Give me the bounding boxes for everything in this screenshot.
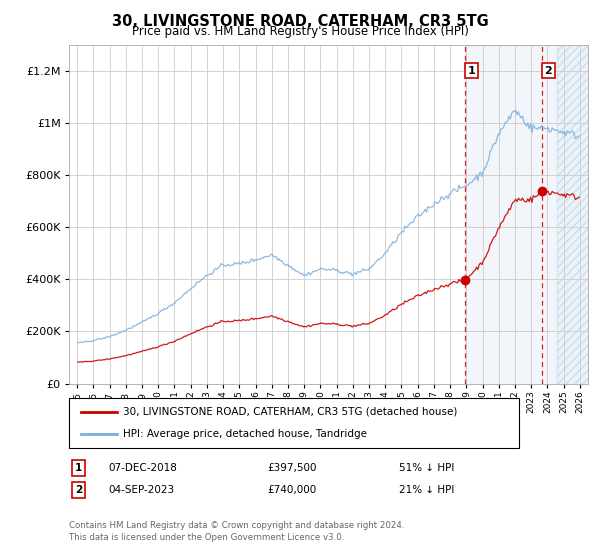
Text: 30, LIVINGSTONE ROAD, CATERHAM, CR3 5TG: 30, LIVINGSTONE ROAD, CATERHAM, CR3 5TG — [112, 14, 488, 29]
Bar — [465, 45, 557, 384]
Text: HPI: Average price, detached house, Tandridge: HPI: Average price, detached house, Tand… — [123, 429, 367, 439]
Text: 07-DEC-2018: 07-DEC-2018 — [108, 463, 177, 473]
Text: 2: 2 — [75, 485, 82, 495]
Text: £397,500: £397,500 — [267, 463, 317, 473]
Text: 1: 1 — [467, 66, 475, 76]
Text: Price paid vs. HM Land Registry's House Price Index (HPI): Price paid vs. HM Land Registry's House … — [131, 25, 469, 38]
Bar — [557, 45, 600, 384]
Text: 30, LIVINGSTONE ROAD, CATERHAM, CR3 5TG (detached house): 30, LIVINGSTONE ROAD, CATERHAM, CR3 5TG … — [123, 407, 457, 417]
Text: 1: 1 — [75, 463, 82, 473]
Text: 2: 2 — [545, 66, 552, 76]
Text: 21% ↓ HPI: 21% ↓ HPI — [399, 485, 454, 495]
Text: 04-SEP-2023: 04-SEP-2023 — [108, 485, 174, 495]
Text: Contains HM Land Registry data © Crown copyright and database right 2024.
This d: Contains HM Land Registry data © Crown c… — [69, 521, 404, 542]
Text: 51% ↓ HPI: 51% ↓ HPI — [399, 463, 454, 473]
Text: £740,000: £740,000 — [267, 485, 316, 495]
